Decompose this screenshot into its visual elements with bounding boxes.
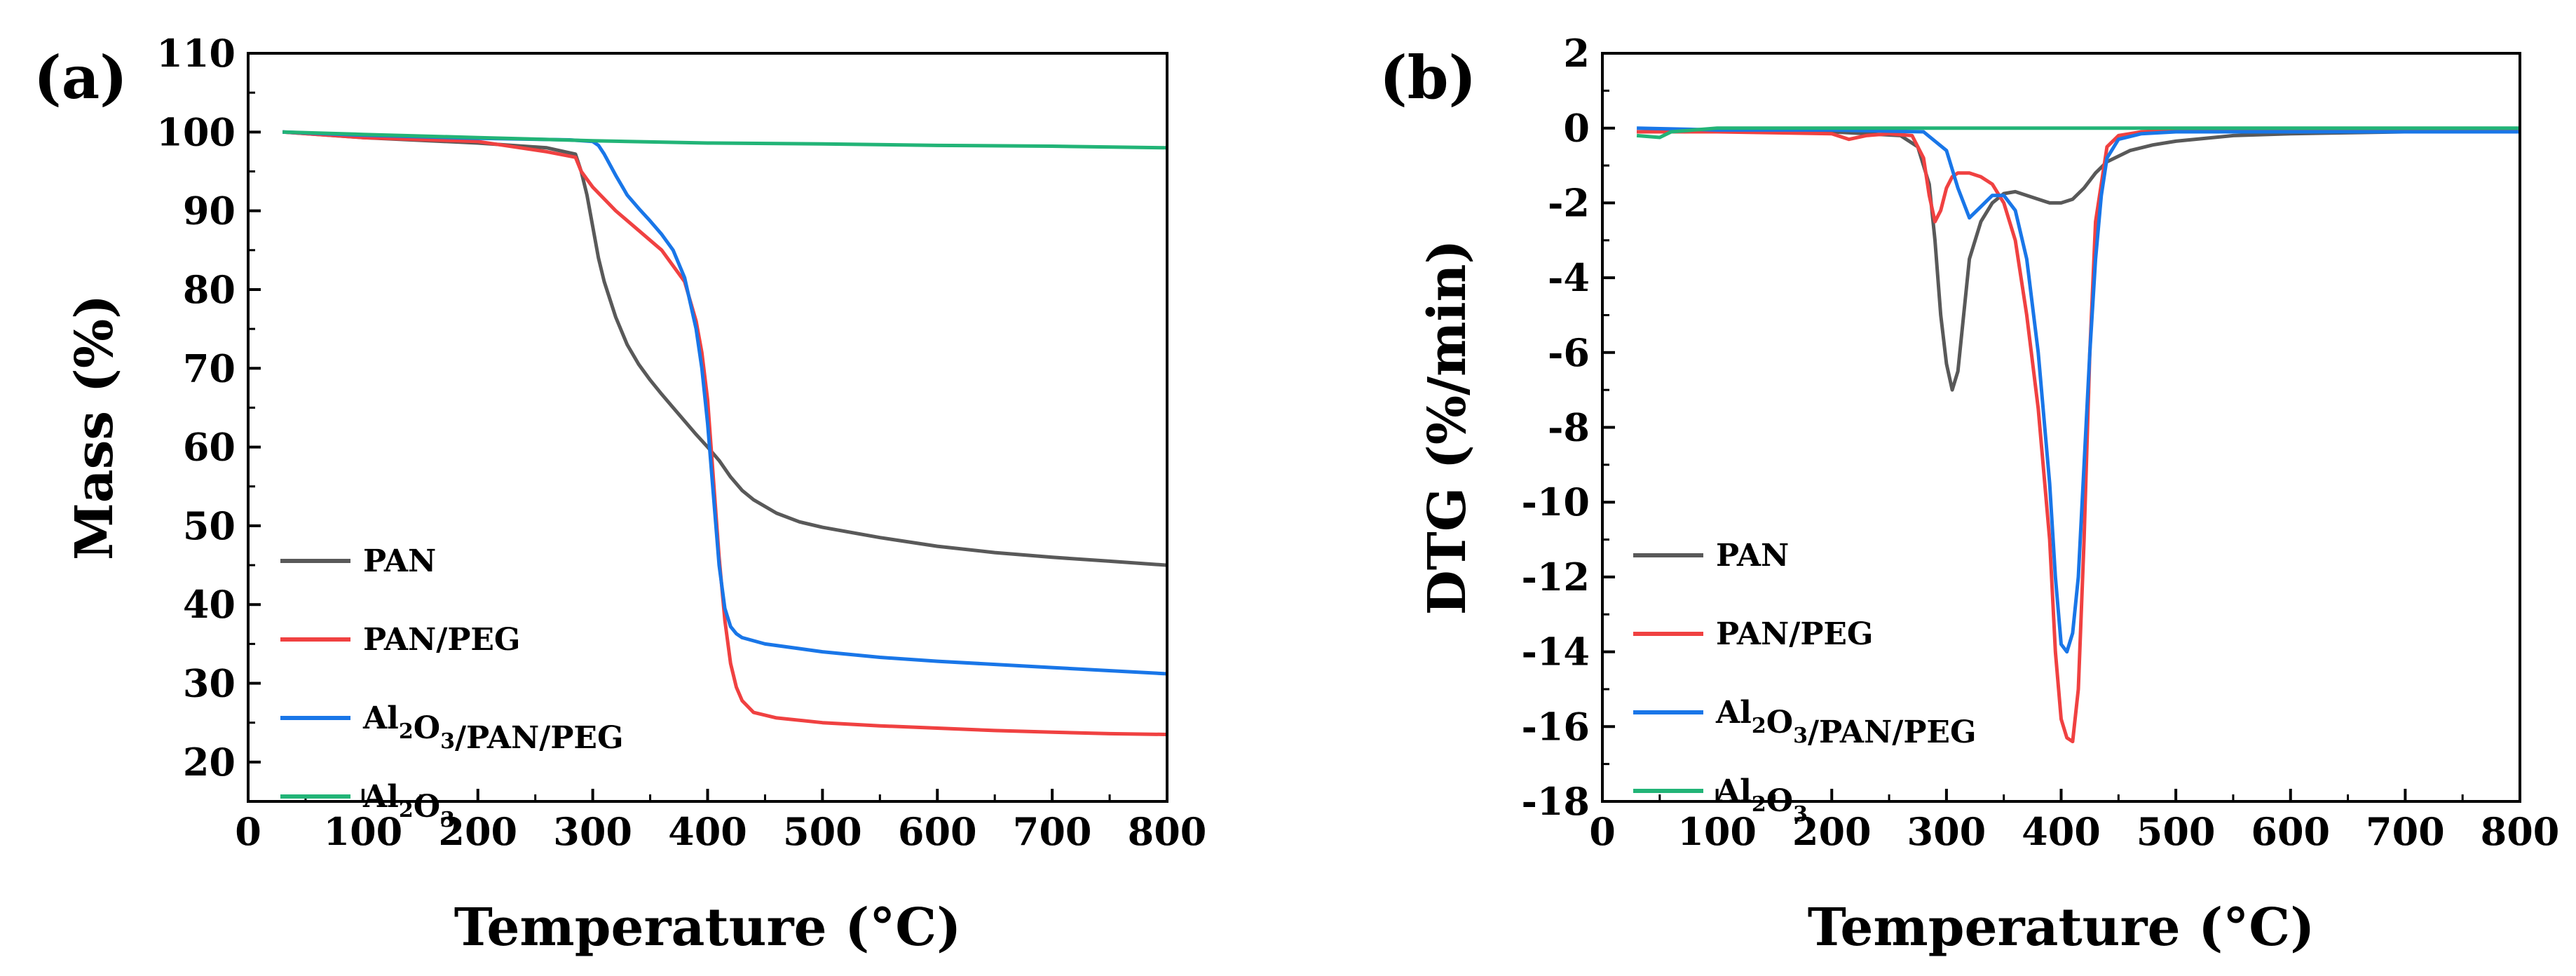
legend-entry-label: PAN/PEG bbox=[363, 622, 521, 658]
x-tick-label: 200 bbox=[1792, 809, 1872, 854]
x-tick-label: 400 bbox=[2022, 809, 2101, 854]
y-tick-label: 60 bbox=[183, 425, 236, 470]
x-tick-label: 700 bbox=[1013, 809, 1092, 854]
legend: PAN PAN/PEG Al2O3/PAN/PEG Al2O3 bbox=[280, 543, 624, 832]
x-tick-label: 500 bbox=[2137, 809, 2216, 854]
y-axis-title: DTG (%/min) bbox=[1417, 240, 1478, 616]
y-tick-label: -6 bbox=[1548, 330, 1590, 375]
x-tick-label: 800 bbox=[1128, 809, 1207, 854]
series-line-al2o3-pan-peg bbox=[1637, 126, 2520, 654]
x-tick-label: 100 bbox=[1677, 809, 1757, 854]
legend-entry-label: PAN bbox=[1716, 538, 1789, 574]
series-lines bbox=[282, 130, 1167, 736]
panel-b-dtg-chart: 0 100 200 300 400 500 600 700 800 -18 -16 -14 -12 -10… bbox=[1379, 31, 2559, 958]
y-tick-label: -14 bbox=[1521, 630, 1590, 675]
y-tick-label: 110 bbox=[156, 31, 236, 76]
y-tick-label: 100 bbox=[156, 109, 236, 154]
series-line-pan-peg bbox=[1637, 128, 2520, 744]
y-tick-label: 90 bbox=[183, 189, 236, 233]
legend-entry-label: Al2O3 bbox=[362, 779, 455, 832]
y-tick-label: -2 bbox=[1548, 180, 1590, 225]
x-tick-label: 0 bbox=[235, 809, 261, 854]
panel-label: (a) bbox=[34, 43, 128, 112]
y-tick-label: -16 bbox=[1521, 704, 1590, 749]
panel-a-mass-chart: 0 100 200 300 400 500 600 700 800 20 30 40 50 60 70 80 9… bbox=[34, 31, 1206, 958]
y-tick-label: 2 bbox=[1563, 31, 1590, 76]
series-line-al2o3-pan-peg bbox=[282, 130, 1167, 676]
panel-label: (b) bbox=[1379, 43, 1476, 112]
x-tick-label: 200 bbox=[438, 809, 517, 854]
series-line-pan bbox=[282, 130, 1167, 567]
series-line-pan bbox=[1637, 130, 2520, 392]
legend-entry-label: Al2O3 bbox=[1715, 773, 1808, 827]
x-tick-label: 800 bbox=[2481, 809, 2560, 854]
y-tick-label: -8 bbox=[1548, 405, 1590, 450]
legend-entry-label: PAN/PEG bbox=[1716, 616, 1874, 652]
legend: PAN PAN/PEG Al2O3/PAN/PEG Al2O3 bbox=[1633, 538, 1977, 827]
y-tick-label: 0 bbox=[1563, 106, 1590, 151]
x-tick-label: 300 bbox=[553, 809, 632, 854]
y-tick-label: 70 bbox=[183, 346, 236, 391]
series-line-al2o3 bbox=[1636, 126, 2520, 140]
y-tick-label: 50 bbox=[183, 503, 236, 548]
legend-entry-label: Al2O3/PAN/PEG bbox=[362, 700, 624, 756]
y-tick-label: -12 bbox=[1521, 555, 1590, 599]
plot-frame bbox=[1601, 52, 2521, 803]
legend-entry-label: PAN bbox=[363, 543, 436, 579]
y-axis-title: Mass (%) bbox=[64, 294, 125, 560]
y-tick-label: 40 bbox=[183, 582, 236, 627]
x-tick-label: 600 bbox=[2251, 809, 2330, 854]
x-tick-label: 300 bbox=[1907, 809, 1986, 854]
y-tick-label: -4 bbox=[1548, 255, 1590, 300]
x-tick-label: 600 bbox=[898, 809, 977, 854]
series-lines bbox=[1636, 126, 2520, 744]
y-tick-label: 20 bbox=[183, 740, 236, 785]
y-tick-label: -10 bbox=[1521, 480, 1590, 524]
x-tick-label: 400 bbox=[668, 809, 747, 854]
y-tick-label: 80 bbox=[183, 267, 236, 312]
x-tick-label: 500 bbox=[783, 809, 862, 854]
y-tick-label: -18 bbox=[1521, 779, 1590, 824]
x-tick-label: 700 bbox=[2366, 809, 2445, 854]
y-tick-label: 30 bbox=[183, 661, 236, 706]
x-tick-label: 100 bbox=[324, 809, 403, 854]
series-line-al2o3 bbox=[282, 130, 1167, 150]
x-axis-title: Temperature (°C) bbox=[454, 897, 961, 958]
x-axis-title: Temperature (°C) bbox=[1808, 897, 2315, 958]
legend-entry-label: Al2O3/PAN/PEG bbox=[1715, 695, 1977, 750]
x-tick-label: 0 bbox=[1589, 809, 1616, 854]
